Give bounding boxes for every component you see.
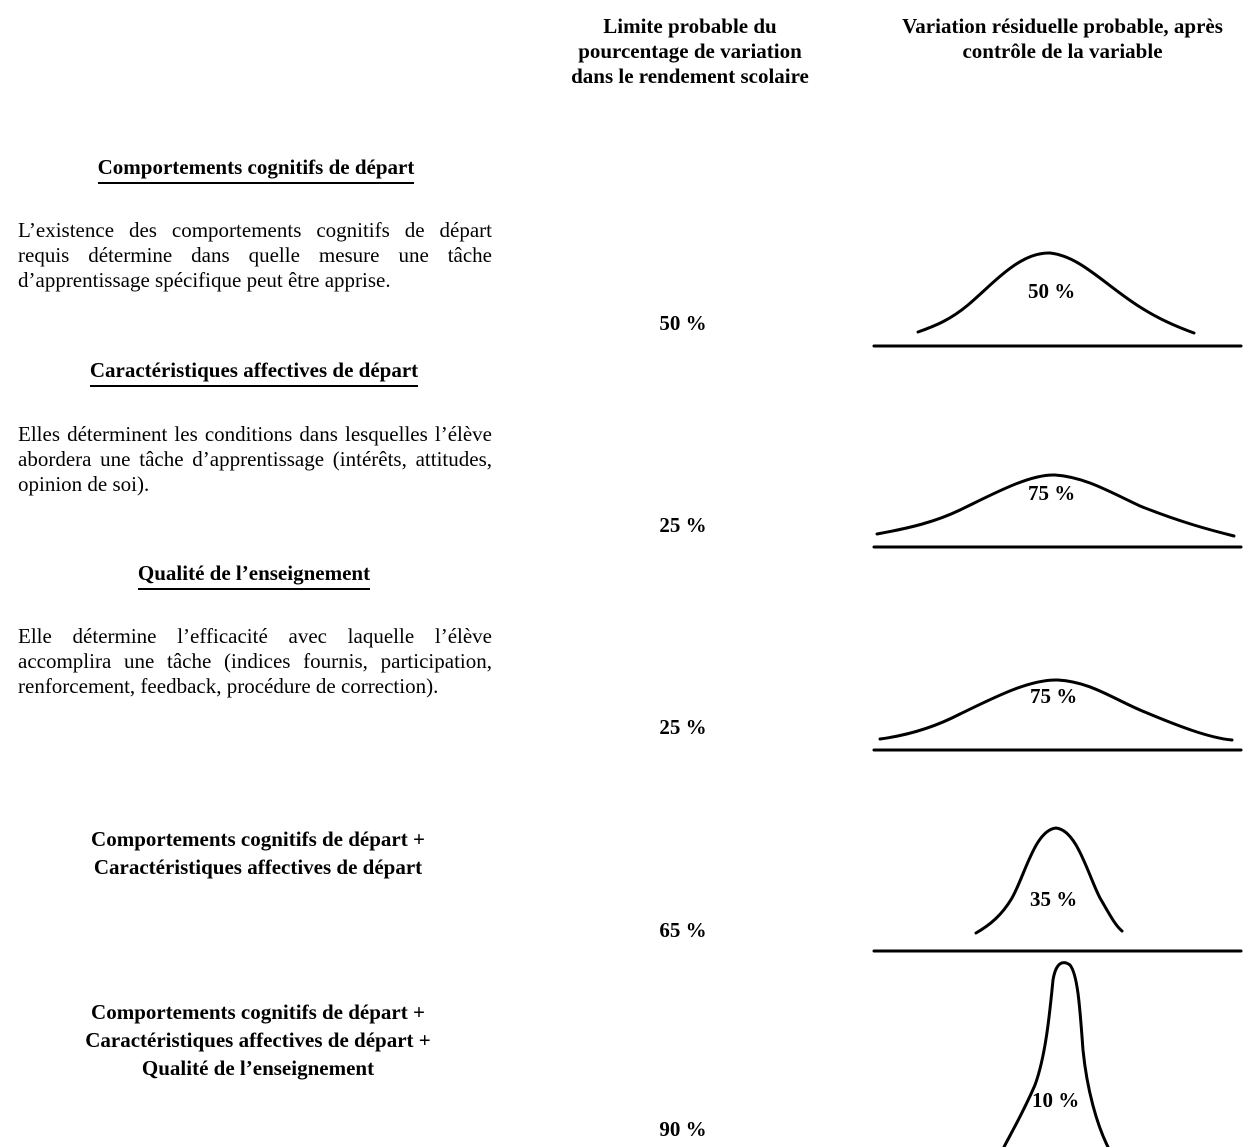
row-heading-affective: Caractéristiques affectives de départ — [0, 357, 508, 387]
row-heading-cognitive-text: Comportements cognitifs de départ — [97, 155, 415, 184]
distribution-curve-teaching — [872, 678, 1243, 752]
row-description-affective: Elles déterminent les conditions dans le… — [18, 422, 492, 496]
row-heading-teaching-text: Qualité de l’enseignement — [137, 561, 371, 590]
residual-label-all-three: 10 % — [1032, 1088, 1079, 1112]
combo-line: Caractéristiques affectives de départ + — [85, 1028, 431, 1052]
residual-label-cognitive: 50 % — [1028, 279, 1075, 303]
residual-label-teaching: 75 % — [1030, 684, 1077, 708]
row-description-cognitive: L’existence des comportements cognitifs … — [18, 218, 492, 292]
residual-label-affective: 75 % — [1028, 481, 1075, 505]
row-description-teaching: Elle détermine l’efficacité avec laquell… — [18, 624, 492, 698]
residual-label-cognitive-affective: 35 % — [1030, 887, 1077, 911]
distribution-curve-affective — [872, 473, 1243, 549]
row-heading-cognitive: Comportements cognitifs de départ — [0, 154, 512, 184]
limit-value-teaching: 25 % — [659, 715, 707, 739]
residual-column-header: Variation résiduelle probable, après con… — [902, 14, 1223, 63]
limit-value-cognitive-affective: 65 % — [659, 918, 707, 942]
row-combo-all-three: Comportements cognitifs de départ + Cara… — [0, 998, 516, 1082]
combo-line: Caractéristiques affectives de départ — [93, 855, 423, 879]
distribution-curve-cognitive-affective — [872, 826, 1243, 953]
row-heading-affective-text: Caractéristiques affectives de départ — [89, 358, 419, 387]
combo-line: Comportements cognitifs de départ + — [91, 1000, 425, 1024]
distribution-curve-cognitive — [872, 251, 1243, 348]
distribution-curve-all-three — [1002, 961, 1110, 1147]
limit-value-cognitive: 50 % — [659, 311, 707, 335]
limit-value-affective: 25 % — [659, 513, 707, 537]
limit-value-all-three: 90 % — [659, 1117, 707, 1141]
row-combo-cognitive-affective: Comportements cognitifs de départ + Cara… — [0, 825, 516, 881]
combo-line: Qualité de l’enseignement — [141, 1056, 375, 1080]
limit-column-header: Limite probable du pourcentage de variat… — [571, 14, 809, 88]
combo-line: Comportements cognitifs de départ + — [91, 827, 425, 851]
row-heading-teaching: Qualité de l’enseignement — [0, 560, 508, 590]
